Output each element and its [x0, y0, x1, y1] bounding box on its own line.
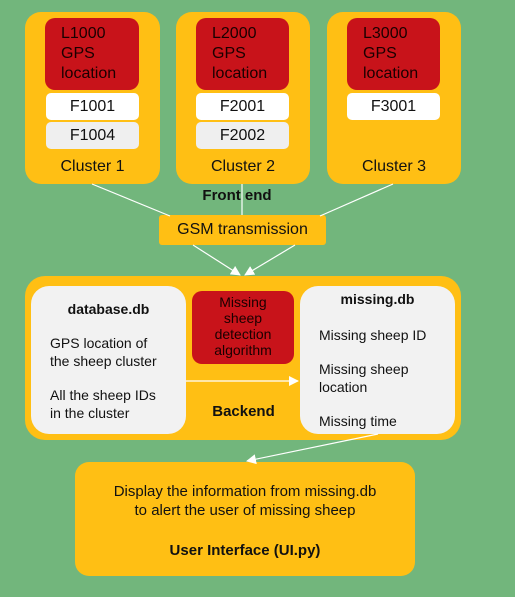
cluster-2-sheep-1: F2001: [196, 93, 289, 120]
algorithm-line: Missing: [219, 294, 267, 310]
cluster-1-location-line: location: [61, 65, 117, 82]
missing-sheep-location: Missing sheep location: [319, 360, 453, 396]
database-ids-line: All the sheep IDs: [50, 387, 156, 403]
cluster-2-location-line: L2000: [212, 25, 257, 42]
cluster-3-location-line: L3000: [363, 25, 408, 42]
cluster-1-location-line: GPS: [61, 45, 95, 62]
backend-label: Backend: [212, 403, 275, 420]
cluster-1-label: Cluster 1: [60, 158, 125, 175]
cluster-3-location-line: location: [363, 65, 419, 82]
cluster-3-label: Cluster 3: [361, 158, 427, 175]
gsm-transmission-box: GSM transmission: [159, 215, 326, 245]
arrow-gsm-to-backend-2: [244, 244, 296, 276]
ui-description-line-1: Display the information from missing.db: [113, 483, 377, 500]
algorithm-line: algorithm: [214, 342, 272, 358]
front-end-label: Front end: [202, 187, 272, 204]
missing-time: Missing time: [319, 413, 397, 429]
user-interface-box: Display the information from missing.db …: [75, 462, 415, 576]
database-title: database.db: [67, 301, 150, 317]
cluster-2-location: L2000 GPS location: [196, 18, 289, 90]
cluster-2-location-line: GPS: [212, 45, 246, 62]
arrow-cluster3-to-gsm: [319, 183, 394, 217]
cluster-2-location-line: location: [212, 65, 268, 82]
cluster-3-location-line: GPS: [363, 45, 397, 62]
missing-location-line: Missing sheep: [319, 361, 409, 377]
algorithm-line: sheep: [223, 310, 263, 326]
arrow-cluster1-to-gsm: [91, 183, 171, 217]
ui-title: User Interface (UI.py): [169, 542, 321, 559]
cluster-1-sheep-1: F1001: [46, 93, 139, 120]
missing-location-line: location: [319, 379, 368, 395]
cluster-3-sheep-1: F3001: [347, 93, 440, 120]
arrow-gsm-to-backend-1: [192, 244, 241, 276]
missing-title: missing.db: [340, 291, 415, 307]
database-panel: database.db GPS location of the sheep cl…: [31, 286, 186, 434]
ui-description-line-2: to alert the user of missing sheep: [134, 502, 356, 519]
cluster-1-location: L1000 GPS location: [45, 18, 139, 90]
cluster-1-location-line: L1000: [61, 25, 106, 42]
algorithm-line: detection: [214, 326, 272, 342]
database-gps-line: GPS location of: [50, 335, 148, 351]
cluster-1-sheep-2: F1004: [46, 122, 139, 149]
arrow-missing-to-ui: [246, 433, 379, 465]
cluster-2-sheep-2: F2002: [196, 122, 289, 149]
cluster-3-location: L3000 GPS location: [347, 18, 440, 90]
missing-panel: missing.db Missing sheep ID Missing shee…: [300, 286, 455, 434]
database-ids-line: in the cluster: [50, 405, 130, 421]
database-gps-line: the sheep cluster: [50, 353, 157, 369]
missing-sheep-id: Missing sheep ID: [319, 327, 427, 343]
cluster-2-label: Cluster 2: [210, 158, 276, 175]
missing-sheep-detection-algorithm: Missing sheep detection algorithm: [192, 291, 294, 364]
database-gps-location: GPS location of the sheep cluster: [50, 334, 184, 370]
database-sheep-ids: All the sheep IDs in the cluster: [50, 386, 184, 422]
